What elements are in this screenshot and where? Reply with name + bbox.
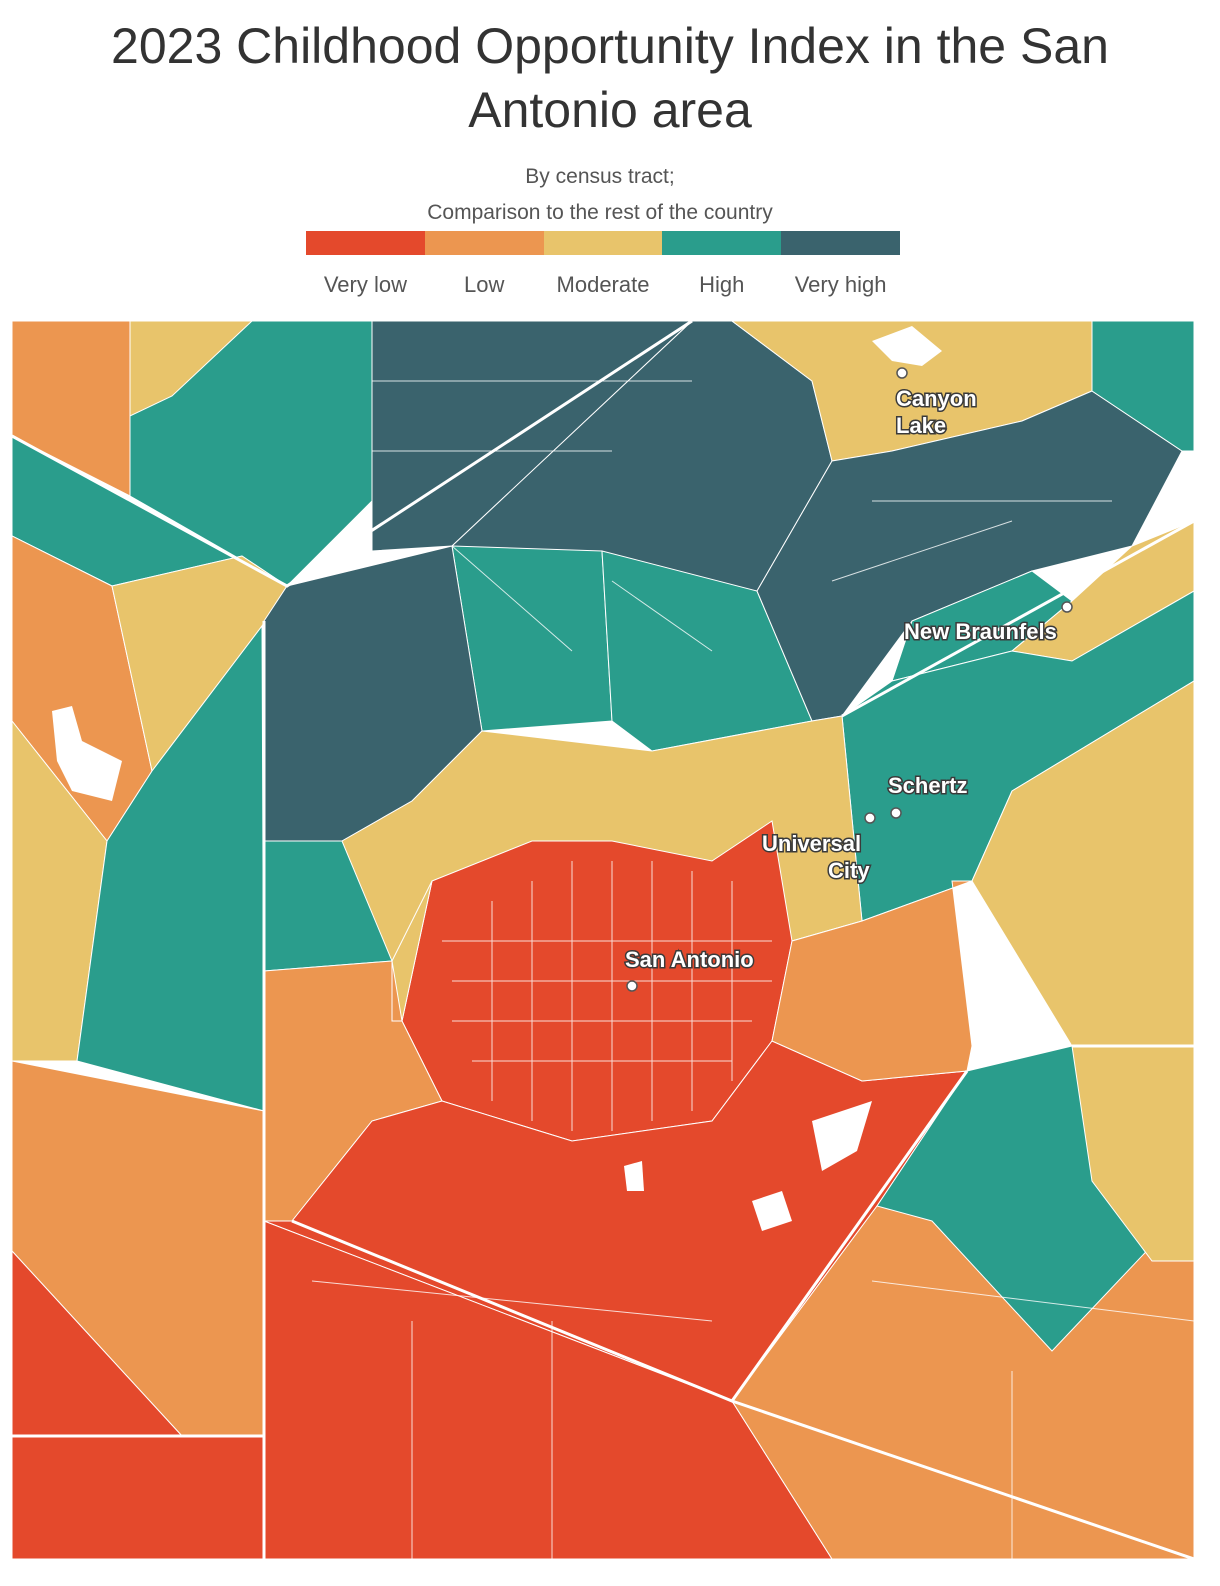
county-line-southeast (731, 1399, 1194, 1559)
map-svg[interactable]: Canyon Lake New Braunfels Schertz Univer… (12, 321, 1194, 1559)
legend-swatch-moderate (543, 231, 663, 255)
map-subtitle-line-2: Comparison to the rest of the country (427, 201, 773, 224)
region-southeast-low (771, 880, 973, 1082)
south-lake-water-a (752, 1191, 792, 1231)
legend-swatch-high (662, 231, 782, 255)
city-marker-canyon-lake[interactable]: Canyon Lake (895, 367, 978, 440)
county-line-east (841, 519, 1194, 718)
south-lake-water-b (624, 1161, 644, 1191)
tract-lines-south (311, 1280, 1194, 1559)
region-northwest-high (129, 321, 373, 587)
city-marker-universal-city[interactable]: Universal City (761, 812, 876, 885)
region-south-moderate-strip (391, 880, 433, 1022)
city-markers: Canyon Lake New Braunfels Schertz Univer… (624, 367, 1073, 992)
legend-labels: Very low Low Moderate High Very high (306, 272, 900, 298)
city-label-schertz: Schertz (888, 773, 967, 798)
choropleth-map[interactable]: Canyon Lake New Braunfels Schertz Univer… (12, 321, 1194, 1559)
city-label-new-braunfels: New Braunfels (904, 619, 1057, 644)
legend-label-low: Low (464, 272, 505, 297)
tract-lines-core (442, 861, 772, 1131)
tract-boundaries (311, 380, 1194, 1559)
legend-swatch-very-high (781, 231, 900, 255)
map-title: 2023 Childhood Opportunity Index in the … (111, 18, 1109, 138)
canyon-lake-water (872, 326, 942, 366)
water-bodies (52, 326, 942, 1231)
west-lake-water (52, 706, 122, 801)
city-label-universal-city-2: City (828, 858, 870, 883)
legend-color-bar (306, 231, 900, 255)
city-marker-schertz[interactable]: Schertz (887, 772, 969, 819)
legend-swatch-very-low (306, 231, 425, 255)
legend-label-moderate: Moderate (556, 272, 650, 297)
tract-lines-north (372, 380, 1112, 652)
southeast-lake-water (812, 1101, 872, 1171)
city-marker-new-braunfels[interactable]: New Braunfels (903, 601, 1073, 646)
region-layer (12, 321, 1194, 1559)
county-line-northwest (12, 321, 693, 588)
legend-label-high: High (699, 272, 745, 297)
city-label-universal-city-1: Universal (762, 831, 861, 856)
city-label-canyon-lake-1: Canyon (896, 386, 977, 411)
city-label-san-antonio: San Antonio (625, 947, 754, 972)
city-marker-san-antonio[interactable]: San Antonio (624, 946, 755, 992)
legend-label-very-high: Very high (794, 272, 887, 297)
legend-swatch-low (424, 231, 544, 255)
county-boundaries (12, 321, 1194, 1559)
city-label-canyon-lake-2: Lake (896, 413, 946, 438)
region-northeast-very-high (756, 390, 1183, 722)
region-west-high-c (76, 624, 265, 1112)
region-far-northeast-high (1091, 321, 1194, 452)
map-subtitle-line-1: By census tract; (525, 165, 675, 188)
legend-label-very-low: Very low (323, 272, 407, 297)
region-northwest-moderate-a (129, 321, 253, 417)
